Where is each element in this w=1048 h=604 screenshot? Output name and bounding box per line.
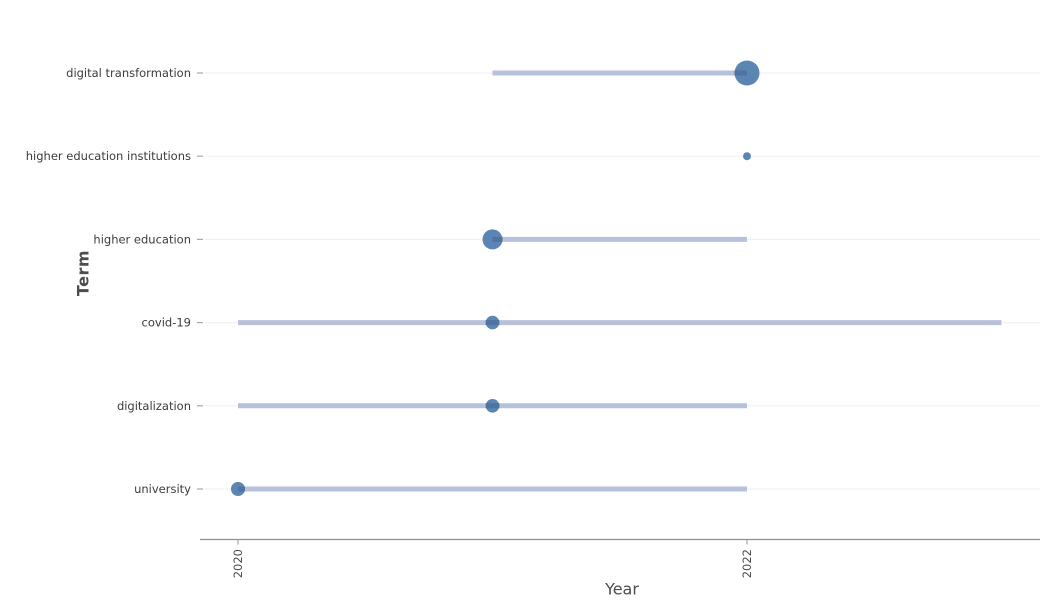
term-frequency-dot <box>743 152 751 161</box>
category-label: university <box>134 482 191 496</box>
category-label: covid-19 <box>142 316 191 330</box>
y-axis-title: Term <box>73 249 93 297</box>
x-tick-label: 2020 <box>231 549 245 578</box>
x-tick-label: 2022 <box>740 549 754 578</box>
category-label: higher education <box>93 232 191 246</box>
category-label: digital transformation <box>66 66 191 80</box>
category-label: higher education institutions <box>26 149 191 163</box>
category-label: digitalization <box>117 399 191 413</box>
x-axis-title: Year <box>605 579 639 599</box>
